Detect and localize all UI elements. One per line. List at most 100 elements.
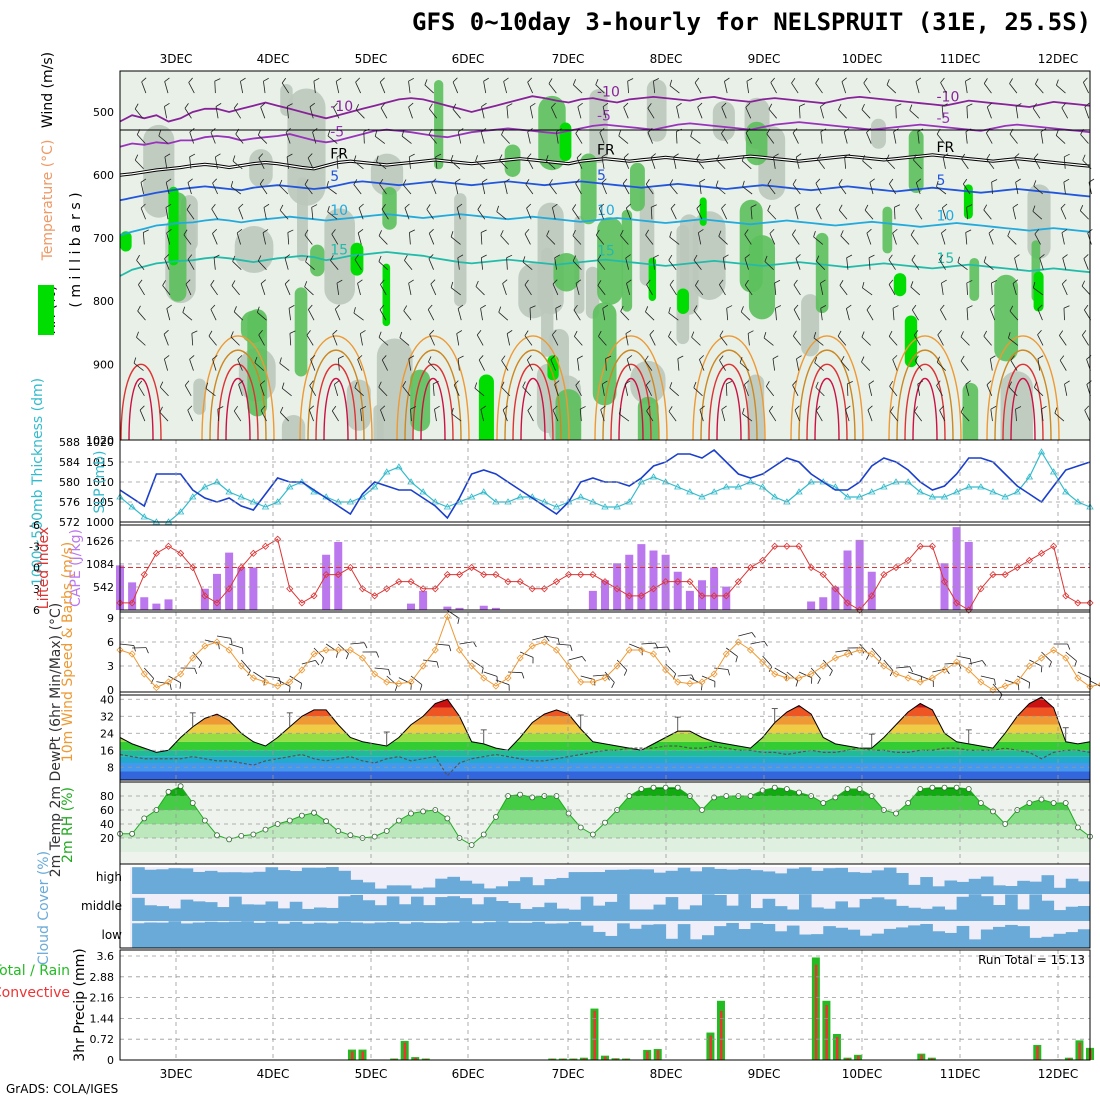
cloud-cell xyxy=(168,868,182,894)
wind-barb xyxy=(893,131,897,144)
cloud-cell xyxy=(738,868,751,894)
wind-barb-flag xyxy=(232,155,236,162)
wind-barb-flag xyxy=(861,356,865,363)
wind-barb-flag xyxy=(723,254,729,259)
wind-barb-flag xyxy=(649,329,655,335)
wind-barb-flag xyxy=(763,332,767,338)
cape-bar xyxy=(455,607,464,610)
wind-barb xyxy=(212,359,217,371)
wind-speed-marker xyxy=(1037,654,1046,662)
cloud-panel xyxy=(130,867,1091,948)
chart-title: GFS 0~10day 3-hourly for NELSPRUIT (31E,… xyxy=(412,8,1092,36)
wind-speed-marker xyxy=(298,666,306,674)
wind-barb-flag xyxy=(428,356,432,363)
slp-tick: 1015 xyxy=(86,456,114,469)
thickness-marker xyxy=(771,493,779,500)
wind-barb-flag xyxy=(696,153,700,160)
wind-barb xyxy=(990,409,993,422)
wind-barb-flag xyxy=(861,103,865,110)
wind-barb-flag xyxy=(645,178,650,185)
wind-barb-flag xyxy=(595,79,599,85)
wind-barb-flag xyxy=(983,330,988,337)
temp-tick: 16 xyxy=(100,744,114,757)
wind-barb xyxy=(597,285,606,296)
rh2m-marker xyxy=(129,830,136,837)
temp-band xyxy=(120,707,1090,717)
wind-speed-marker xyxy=(346,646,354,654)
wind-barb-flag xyxy=(150,678,155,684)
li-marker xyxy=(953,599,961,607)
wind-barb xyxy=(260,283,266,296)
rh-cell-grey xyxy=(376,338,413,456)
wind-barb-flag xyxy=(218,643,220,650)
rh2m-marker xyxy=(298,812,305,819)
surface-isotherm xyxy=(594,335,668,441)
wind-barb-flag xyxy=(815,381,819,388)
wind-barb-flag xyxy=(577,102,583,108)
wind-barb xyxy=(457,131,462,144)
wind-barb-flag xyxy=(548,179,553,185)
thickness-tick: 576 xyxy=(59,496,80,509)
cloud-cell xyxy=(556,908,570,921)
wind-barb-flag xyxy=(159,406,163,413)
wind-barb-flag xyxy=(304,281,308,287)
wind-barb xyxy=(647,132,653,144)
wind-barb xyxy=(159,386,169,397)
li-marker xyxy=(213,599,221,607)
wind-barb-flag xyxy=(699,405,705,410)
wind-barb xyxy=(210,309,217,321)
wind-barb xyxy=(499,159,508,170)
rh2m-marker xyxy=(335,828,342,834)
wind-barb xyxy=(133,362,144,371)
wind-barb-flag xyxy=(409,153,415,158)
wind-barb xyxy=(235,133,244,144)
wind-barb xyxy=(525,184,534,195)
wind-barb xyxy=(301,659,316,665)
cloud-cell xyxy=(253,904,266,921)
wind-barb-flag xyxy=(815,78,820,84)
wind-barb-flag xyxy=(503,77,509,82)
wind-barb-flag xyxy=(357,229,364,234)
wind-barb-flag xyxy=(353,307,356,314)
wind-barb-flag xyxy=(552,279,558,285)
wind-barb xyxy=(939,410,946,422)
slp-tick: 1005 xyxy=(86,496,114,509)
wind-barb xyxy=(601,156,605,169)
cloud-cell xyxy=(1065,932,1079,948)
li-marker xyxy=(565,571,573,579)
rh2m-marker xyxy=(1050,800,1057,806)
precip-panel xyxy=(347,957,1094,1060)
wind-barb-flag xyxy=(726,381,732,385)
wind-barb xyxy=(213,257,216,270)
wind-barb xyxy=(909,109,919,119)
wind-barb xyxy=(307,157,314,169)
cloud-cell xyxy=(714,926,727,948)
wind-barb-flag xyxy=(233,103,239,109)
wind-speed-marker xyxy=(928,674,936,682)
cape-tick: 1626 xyxy=(86,535,114,548)
wind-barb xyxy=(476,334,484,346)
wind-barb xyxy=(915,182,921,195)
wind-barb-flag xyxy=(796,153,802,158)
wind-barb-flag xyxy=(427,304,433,310)
wind-barb xyxy=(378,261,388,270)
wind-barb xyxy=(378,386,388,397)
wind-barb xyxy=(895,666,910,669)
wind-barb-flag xyxy=(742,407,745,414)
wind-barb-flag xyxy=(136,254,140,261)
cape-bar xyxy=(855,539,864,610)
wind-barb xyxy=(739,362,750,371)
cloud-cell xyxy=(447,896,460,921)
cloud-cell xyxy=(314,922,327,948)
wind-barb-flag xyxy=(966,204,973,208)
wind-barb-flag xyxy=(524,330,529,336)
wind-barb xyxy=(166,308,171,321)
wind-barb xyxy=(1065,651,1077,662)
wind-barb xyxy=(262,232,267,245)
isotherm-line xyxy=(119,180,1091,202)
wind-barb-flag xyxy=(598,330,602,337)
wind-speed-marker xyxy=(722,650,730,658)
wind-barb xyxy=(313,81,316,94)
precip-convective-bar xyxy=(551,1058,554,1060)
wind-barb xyxy=(187,259,195,270)
